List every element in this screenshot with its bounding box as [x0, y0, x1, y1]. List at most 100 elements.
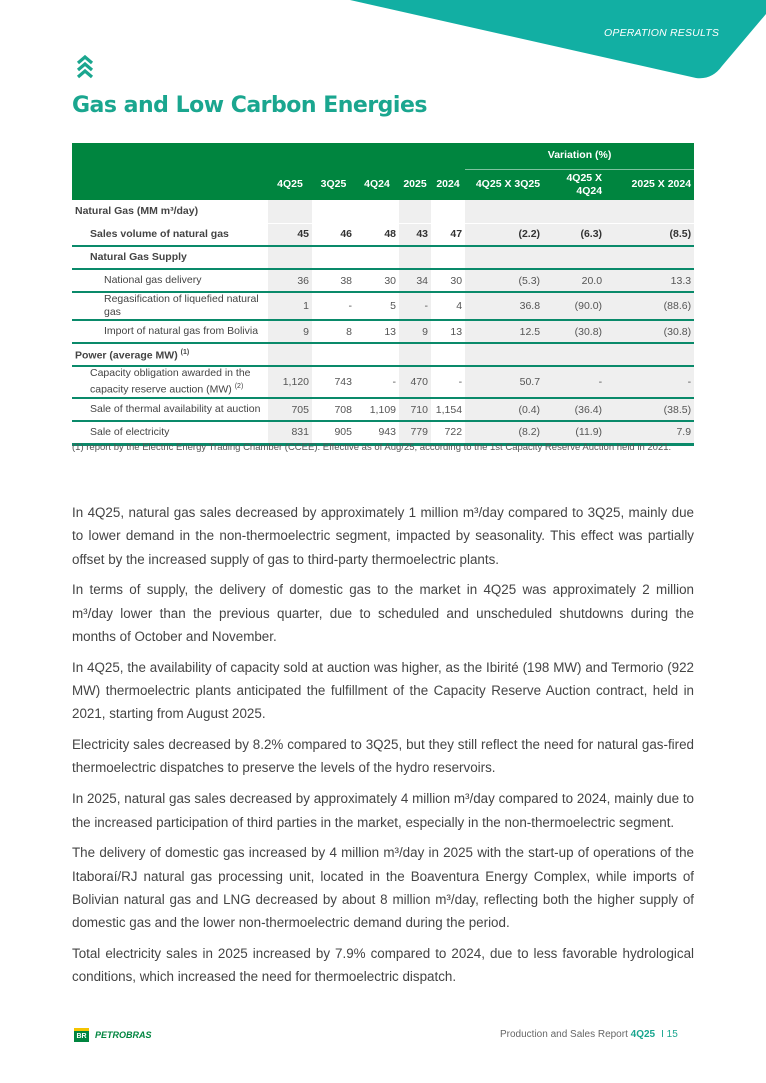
cell-value: 9 [399, 320, 431, 344]
variation-header: Variation (%) [465, 143, 695, 170]
cell-value: 705 [268, 398, 312, 422]
cell-value: 30 [431, 269, 466, 293]
paragraph: In 4Q25, natural gas sales decreased by … [72, 505, 694, 567]
cell-value: 38 [312, 269, 355, 293]
table-row: National gas delivery 36 38 30 34 30 (5.3) 20.0… [72, 269, 695, 293]
body-text: In 4Q25, natural gas sales decreased by … [72, 501, 694, 996]
cell-value [431, 246, 466, 270]
col-header: 4Q25 [268, 169, 312, 200]
row-label: Natural Gas (MM m³/day) [72, 200, 268, 224]
cell-value [465, 246, 544, 270]
cell-value: - [543, 366, 606, 399]
cell-value: 48 [355, 223, 399, 247]
cell-value: 743 [312, 366, 355, 399]
col-header: 4Q24 [355, 169, 399, 200]
section-label: OPERATION RESULTS [604, 27, 720, 39]
cell-value: 20.0 [543, 269, 606, 293]
petrobras-logo: BR PETROBRAS [74, 1028, 152, 1042]
chevron-up-icon [76, 54, 94, 79]
cell-value [431, 200, 466, 224]
page-number: I 15 [661, 1029, 678, 1040]
cell-value: 1,109 [355, 398, 399, 422]
cell-value: 7.9 [605, 421, 695, 446]
col-header: 2024 [431, 169, 466, 200]
footnote-ref: (2) [234, 383, 244, 391]
header-banner [350, 0, 766, 79]
cell-value: 47 [431, 223, 466, 247]
row-label-text: Import of natural gas from Bolivia [104, 325, 259, 337]
cell-value: 34 [399, 269, 431, 293]
row-label-text: Sale of thermal availability at auction [90, 403, 261, 415]
paragraph: In 4Q25, the availability of capacity so… [72, 659, 694, 722]
row-label: National gas delivery [72, 269, 268, 293]
cell-value: (8.2) [465, 421, 544, 446]
cell-value: 13.3 [605, 269, 695, 293]
cell-value: (0.4) [465, 398, 544, 422]
cell-value: 710 [399, 398, 431, 422]
row-label: Sale of thermal availability at auction [72, 398, 268, 422]
col-header: 4Q25 X 3Q25 [465, 169, 544, 200]
cell-value: 1,120 [268, 366, 312, 399]
row-label: Regasification of liquefied natural gas [72, 292, 268, 321]
cell-value: (8.5) [605, 223, 695, 247]
cell-value: 9 [268, 320, 312, 344]
cell-value [268, 246, 312, 270]
table-row: Power (average MW) (1) [72, 343, 695, 367]
table-row: Import of natural gas from Bolivia 9 8 13 9 1… [72, 320, 695, 344]
page-footer: Production and Sales Report 4Q25 I 15 [500, 1029, 678, 1040]
cell-value: 50.7 [465, 366, 544, 399]
cell-value: 5 [355, 292, 399, 321]
paragraph: In terms of supply, the delivery of dome… [72, 582, 694, 644]
row-label-text: Capacity obligation awarded in the capac… [90, 367, 251, 396]
table-row: Natural Gas Supply [72, 246, 695, 270]
footnote-ref: (1) [180, 349, 190, 357]
cell-value: - [312, 292, 355, 321]
table-row: Natural Gas (MM m³/day) [72, 200, 695, 224]
cell-value: (38.5) [605, 398, 695, 422]
row-label: Capacity obligation awarded in the capac… [72, 366, 268, 399]
cell-value [543, 343, 606, 367]
cell-value: 1 [268, 292, 312, 321]
cell-value [399, 343, 431, 367]
cell-value: (6.3) [543, 223, 606, 247]
table-row: Regasification of liquefied natural gas 1… [72, 292, 695, 321]
paragraph: In 2025, natural gas sales decreased by … [72, 791, 694, 830]
cell-value: 43 [399, 223, 431, 247]
cell-value [543, 246, 606, 270]
col-header: 2025 X 2024 [605, 169, 695, 200]
paragraph: Electricity sales decreased by 8.2% comp… [72, 737, 694, 776]
cell-value [399, 246, 431, 270]
cell-value: 470 [399, 366, 431, 399]
cell-value: 8 [312, 320, 355, 344]
cell-value: (11.9) [543, 421, 606, 446]
report-quarter: 4Q25 [630, 1029, 656, 1040]
cell-value: - [355, 366, 399, 399]
cell-value [268, 200, 312, 224]
cell-value: - [399, 292, 431, 321]
paragraph: The delivery of domestic gas increased b… [72, 845, 694, 931]
row-label: Natural Gas Supply [72, 246, 268, 270]
col-header: 2025 [399, 169, 431, 200]
cell-value: 36.8 [465, 292, 544, 321]
col-header: 4Q25 X 4Q24 [543, 169, 606, 200]
row-label-text: Power (average MW) [75, 349, 178, 362]
cell-value: 708 [312, 398, 355, 422]
row-label: Power (average MW) (1) [72, 343, 268, 367]
row-label: Sales volume of natural gas [72, 223, 268, 247]
cell-value [312, 343, 355, 367]
cell-value: (30.8) [605, 320, 695, 344]
cell-value [605, 246, 695, 270]
cell-value: (88.6) [605, 292, 695, 321]
cell-value: - [431, 366, 466, 399]
cell-value [605, 200, 695, 224]
cell-value: 36 [268, 269, 312, 293]
cell-value [268, 343, 312, 367]
cell-value [399, 200, 431, 224]
cell-value: 831 [268, 421, 312, 446]
table-row: Capacity obligation awarded in the capac… [72, 366, 695, 399]
row-label-text: Natural Gas (MM m³/day) [75, 204, 199, 217]
cell-value [465, 200, 544, 224]
row-label: Sale of electricity [72, 421, 268, 446]
operations-table: Variation (%) 4Q25 3Q25 4Q24 2025 2024 4… [72, 143, 695, 446]
row-label-text: Sales volume of natural gas [90, 227, 229, 240]
